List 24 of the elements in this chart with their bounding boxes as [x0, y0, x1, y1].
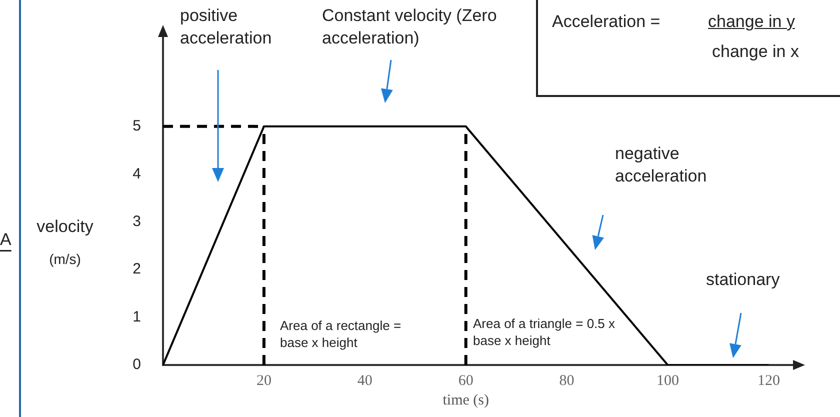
y-axis-title: velocity (m/s): [36, 217, 94, 267]
annotation: change in x: [712, 42, 799, 62]
x-tick-label: 100: [656, 372, 680, 389]
x-tick-label: 40: [357, 372, 372, 389]
y-tick-label: 4: [132, 165, 141, 182]
text: A: [0, 230, 12, 250]
y-tick-label: 0: [132, 356, 141, 374]
y-tick-label: 2: [132, 260, 141, 278]
x-tick-label: 80: [559, 372, 574, 389]
annotation: negative acceleration: [615, 144, 707, 186]
x-tick-label: 60: [458, 372, 474, 389]
annotation: Area of a triangle = 0.5 x base x height: [473, 316, 616, 348]
annotation: stationary: [706, 270, 780, 290]
y-tick-label: 3: [132, 213, 141, 230]
annotation: change in y: [708, 12, 795, 32]
annotation: Acceleration =: [552, 12, 660, 32]
y-tick-label: 5: [132, 118, 141, 135]
annotation: positive acceleration: [180, 6, 272, 48]
annotation: Area of a rectangle = base x height: [280, 318, 402, 350]
x-axis-title: time (s): [442, 392, 489, 408]
annotation: Constant velocity (Zero acceleration): [322, 6, 497, 48]
y-tick-label: 1: [132, 308, 141, 326]
x-tick-label: 20: [256, 372, 272, 389]
x-tick-label: 120: [757, 372, 780, 389]
